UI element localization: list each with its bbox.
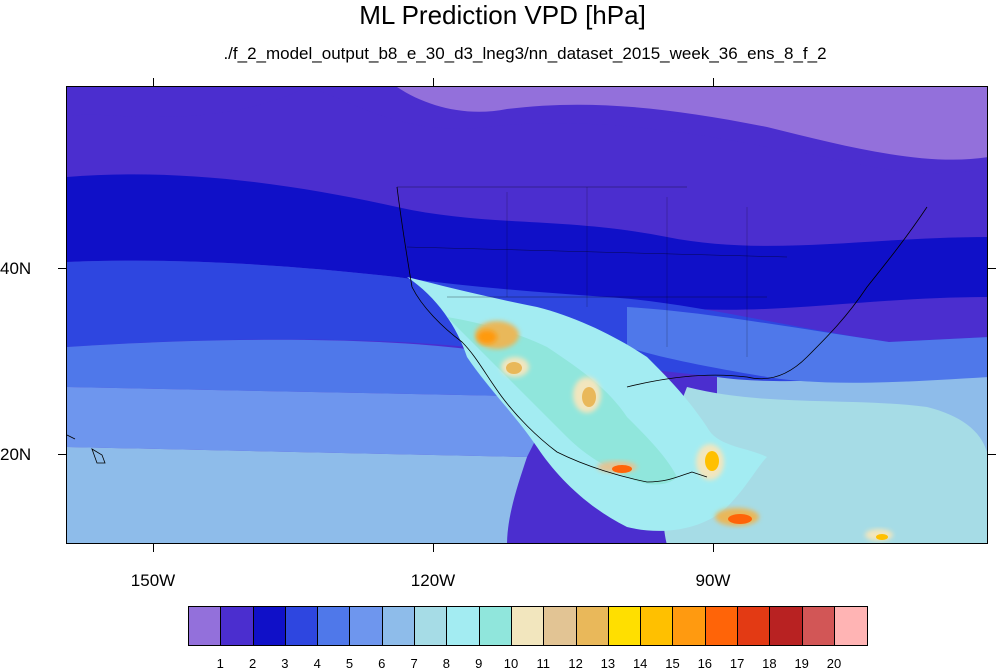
hawaii-outline: [67, 434, 106, 464]
gulf-region: [663, 387, 987, 543]
colorbar-swatch: [802, 607, 835, 645]
colorbar-level-label: 12: [568, 656, 583, 671]
y-tick: [58, 268, 66, 269]
pacific-light-region: [67, 447, 527, 543]
colorbar-level-label: 8: [442, 656, 451, 671]
colorbar-swatch: [673, 607, 706, 645]
vpd-field: [67, 87, 987, 543]
colorbar-level-label: 5: [345, 656, 354, 671]
colorbar-level-label: 11: [536, 656, 551, 671]
colorbar-level-label: 3: [281, 656, 289, 671]
x-tick: [153, 78, 154, 86]
lat-label-20n: 20N: [0, 445, 32, 464]
colorbar-level-label: 16: [697, 656, 713, 671]
colorbar-swatch: [705, 607, 739, 645]
colorbar-level-label: 4: [313, 656, 321, 671]
y-tick: [988, 454, 996, 455]
x-tick: [713, 544, 714, 552]
colorbar-level-label: 9: [475, 656, 483, 671]
map-panel: [66, 86, 988, 544]
lat-label-40n: 40N: [0, 259, 32, 278]
colorbar-swatch: [544, 607, 577, 645]
colorbar-level-label: 6: [378, 656, 386, 671]
x-tick: [713, 78, 714, 86]
colorbar-swatch: [382, 607, 416, 645]
colorbar-level-label: 18: [762, 656, 777, 671]
y-tick: [988, 268, 996, 269]
lon-label-90w: 90W: [695, 571, 731, 590]
colorbar-level-label: 14: [632, 656, 648, 671]
colorbar-level-label: 2: [248, 656, 257, 671]
colorbar-swatch: [253, 607, 286, 645]
colorbar-swatch: [350, 607, 383, 645]
colorbar-swatch: [738, 607, 771, 645]
colorbar-labels: 1 2 3 4 5 6 7 8 9 10 11 12 13 14 15 16 17 18 19 20: [188, 656, 866, 672]
west-coastline: [396, 186, 708, 483]
lon-label-150w: 150W: [130, 571, 176, 590]
colorbar-swatch: [834, 607, 868, 645]
colorbar-swatch: [285, 607, 319, 645]
colorbar-swatch: [479, 607, 512, 645]
colorbar-swatch: [770, 607, 803, 645]
map-subtitle: ./f_2_model_output_b8_e_30_d3_lneg3/nn_d…: [223, 44, 827, 63]
colorbar-swatch: [447, 607, 480, 645]
colorbar-swatch: [189, 607, 222, 645]
east-coastline: [626, 206, 928, 388]
colorbar-level-label: 17: [729, 656, 745, 671]
colorbar-swatch: [415, 607, 448, 645]
colorbar-swatch: [641, 607, 674, 645]
y-tick: [58, 454, 66, 455]
colorbar-level-label: 15: [665, 656, 680, 671]
colorbar-swatch: [608, 607, 642, 645]
north-purple-region: [67, 87, 987, 160]
deep-blue-band: [67, 174, 987, 310]
map-title: ML Prediction VPD [hPa]: [359, 0, 646, 30]
x-tick: [153, 544, 154, 552]
colorbar-level-label: 10: [503, 656, 519, 671]
colorbar-swatch: [511, 607, 545, 645]
colorbar-swatch: [576, 607, 609, 645]
colorbar-level-label: 13: [600, 656, 616, 671]
x-tick: [433, 544, 434, 552]
colorbar-swatch: [318, 607, 351, 645]
colorbar: [188, 606, 869, 646]
colorbar-level-label: 1: [216, 656, 224, 671]
colorbar-level-label: 20: [826, 656, 842, 671]
colorbar-level-label: 19: [794, 656, 809, 671]
x-tick: [433, 78, 434, 86]
lon-label-120w: 120W: [410, 571, 456, 590]
colorbar-swatch: [221, 607, 254, 645]
colorbar-level-label: 7: [410, 656, 418, 671]
